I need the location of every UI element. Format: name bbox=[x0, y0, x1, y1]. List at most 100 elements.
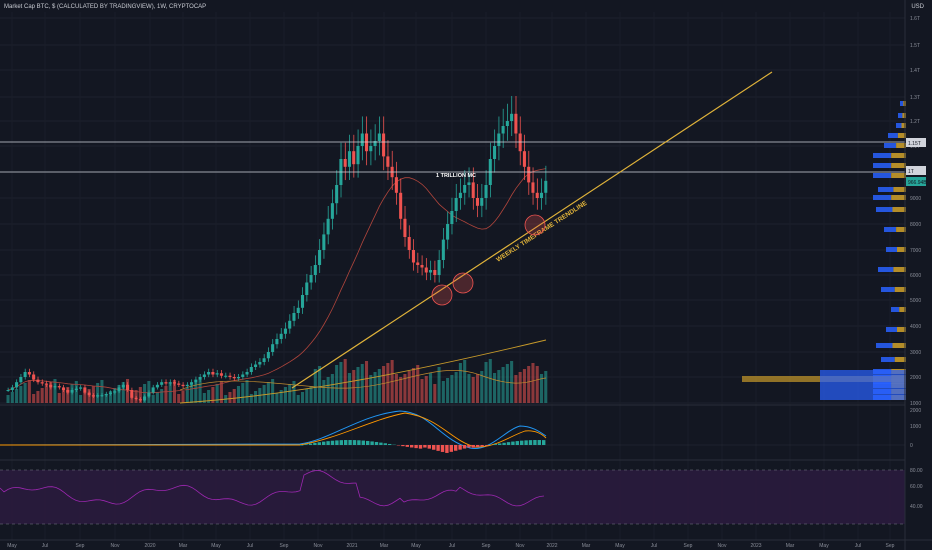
volume-bar bbox=[531, 363, 535, 403]
volume-bar bbox=[382, 366, 386, 403]
candle-body bbox=[177, 383, 181, 385]
time-tick-label: May bbox=[615, 543, 625, 549]
volume-bar bbox=[292, 381, 296, 403]
volume-bar bbox=[215, 384, 219, 403]
volume-bar bbox=[369, 375, 373, 403]
candle-body bbox=[531, 182, 535, 193]
macd-histogram-bar bbox=[366, 440, 370, 445]
volume-bar bbox=[202, 393, 206, 403]
time-tick-label: Nov bbox=[516, 543, 525, 549]
volume-profile-bar bbox=[873, 163, 892, 168]
volume-bar bbox=[407, 371, 411, 403]
candle-body bbox=[369, 146, 373, 152]
macd-histogram-bar bbox=[379, 442, 383, 445]
candle-body bbox=[441, 239, 445, 260]
candle-body bbox=[27, 372, 31, 375]
macd-histogram-bar bbox=[348, 440, 352, 445]
volume-bar bbox=[535, 366, 539, 403]
volume-bars bbox=[6, 359, 548, 403]
time-tick-label: May bbox=[411, 543, 421, 549]
macd-histogram-bar bbox=[322, 441, 326, 445]
candle-body bbox=[125, 384, 130, 390]
macd-pane bbox=[0, 404, 905, 453]
candle-body bbox=[292, 313, 296, 321]
rsi-tick-label: 40.00 bbox=[910, 504, 923, 510]
candle-body bbox=[386, 156, 390, 167]
candle-body bbox=[467, 182, 471, 185]
volume-bar bbox=[283, 387, 287, 403]
volume-bar bbox=[66, 387, 70, 403]
signal-line bbox=[0, 412, 547, 448]
candle-body bbox=[211, 372, 215, 375]
candle-body bbox=[96, 395, 100, 397]
candle-body bbox=[454, 198, 458, 211]
macd-histogram-bar bbox=[326, 441, 330, 445]
volume-bar bbox=[463, 360, 467, 403]
macd-histogram-bar bbox=[330, 440, 335, 445]
volume-bar bbox=[522, 369, 526, 403]
volume-bar bbox=[245, 380, 249, 403]
price-tag bbox=[906, 177, 926, 186]
time-tick-label: Sep bbox=[886, 543, 895, 549]
volume-bar bbox=[501, 367, 505, 403]
candle-body bbox=[70, 390, 74, 393]
volume-bar bbox=[19, 386, 23, 403]
volume-bar bbox=[309, 386, 313, 403]
volume-bar bbox=[151, 395, 155, 403]
time-tick-label: Jul bbox=[247, 543, 253, 549]
macd-histogram-bar bbox=[432, 445, 436, 450]
volume-bar bbox=[411, 368, 416, 403]
volume-bar bbox=[424, 376, 428, 403]
candle-body bbox=[356, 146, 360, 165]
volume-bar bbox=[458, 363, 462, 403]
volume-profile-bar bbox=[900, 101, 904, 106]
candle-body bbox=[501, 126, 505, 134]
candle-body bbox=[258, 362, 262, 365]
time-tick-label: May bbox=[7, 543, 17, 549]
time-tick-label: Sep bbox=[76, 543, 85, 549]
highlight-circle bbox=[452, 272, 474, 294]
volume-profile-bar bbox=[892, 343, 906, 348]
price-tick-label: 1.5T bbox=[910, 43, 920, 49]
macd-histogram-bar bbox=[471, 445, 475, 448]
candle-body bbox=[181, 384, 185, 387]
rsi-pane bbox=[0, 459, 905, 525]
candle-body bbox=[420, 265, 424, 268]
candle-body bbox=[326, 218, 330, 235]
candle-body bbox=[322, 234, 326, 250]
highlight-circle bbox=[431, 284, 453, 306]
volume-profile-bar bbox=[899, 307, 906, 312]
volume-bar bbox=[343, 359, 347, 403]
volume-profile-bar bbox=[897, 247, 906, 252]
macd-histogram-bar bbox=[528, 440, 533, 445]
volume-bar bbox=[79, 395, 83, 403]
candle-body bbox=[437, 260, 441, 275]
volume-bar bbox=[271, 379, 275, 403]
volume-profile-bar bbox=[891, 173, 906, 178]
volume-bar bbox=[514, 375, 518, 403]
candle-body bbox=[522, 151, 526, 167]
volume-bar bbox=[10, 392, 14, 403]
candle-body bbox=[300, 295, 305, 308]
macd-histogram-bar bbox=[493, 444, 497, 445]
candle-body bbox=[330, 203, 334, 219]
candle-body bbox=[40, 382, 44, 384]
volume-bar bbox=[83, 392, 87, 403]
volume-bar bbox=[36, 391, 40, 403]
rsi-line bbox=[0, 470, 545, 507]
volume-bar bbox=[288, 384, 292, 403]
macd-histogram-bar bbox=[357, 440, 361, 445]
candle-body bbox=[527, 166, 531, 183]
candle-body bbox=[510, 113, 514, 121]
volume-bar bbox=[61, 390, 66, 403]
macd-histogram-bar bbox=[506, 442, 511, 445]
candle-body bbox=[10, 387, 14, 390]
time-tick-label: Mar bbox=[179, 543, 188, 549]
volume-bar bbox=[373, 372, 377, 403]
candle-body bbox=[394, 177, 398, 193]
candle-body bbox=[514, 113, 518, 134]
macd-histogram-bar bbox=[445, 445, 449, 453]
candle-body bbox=[262, 358, 266, 362]
candle-body bbox=[373, 141, 377, 146]
